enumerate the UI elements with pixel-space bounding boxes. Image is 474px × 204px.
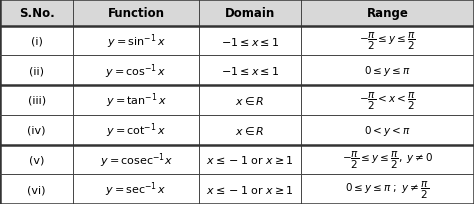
Text: (v): (v) xyxy=(29,155,45,165)
Text: (iii): (iii) xyxy=(27,95,46,105)
Text: $x \leq -1 \text{ or } x \geq 1$: $x \leq -1 \text{ or } x \geq 1$ xyxy=(206,154,294,166)
Text: $y = \mathrm{cosec}^{-1} x$: $y = \mathrm{cosec}^{-1} x$ xyxy=(100,150,173,169)
Text: $y = \sin^{-1} x$: $y = \sin^{-1} x$ xyxy=(107,32,166,51)
Text: S.No.: S.No. xyxy=(19,7,55,20)
Text: $x \in R$: $x \in R$ xyxy=(235,124,265,136)
Text: $x \leq -1 \text{ or } x \geq 1$: $x \leq -1 \text{ or } x \geq 1$ xyxy=(206,183,294,195)
Text: Function: Function xyxy=(108,7,165,20)
Text: $0 \leq y \leq \pi\ ;\ y \neq \dfrac{\pi}{2}$: $0 \leq y \leq \pi\ ;\ y \neq \dfrac{\pi… xyxy=(346,179,429,200)
Text: $-\dfrac{\pi}{2} \leq y \leq \dfrac{\pi}{2},\ y \neq 0$: $-\dfrac{\pi}{2} \leq y \leq \dfrac{\pi}… xyxy=(342,149,433,170)
Text: $-1 \leq x \leq 1$: $-1 \leq x \leq 1$ xyxy=(221,65,279,77)
Text: Domain: Domain xyxy=(225,7,275,20)
Text: $y = \sec^{-1} x$: $y = \sec^{-1} x$ xyxy=(105,180,167,198)
Text: $y = \cos^{-1} x$: $y = \cos^{-1} x$ xyxy=(106,62,167,80)
Text: $x \in R$: $x \in R$ xyxy=(235,94,265,106)
Bar xyxy=(0,0,474,27)
Text: (iv): (iv) xyxy=(27,125,46,135)
Text: $y = \cot^{-1} x$: $y = \cot^{-1} x$ xyxy=(106,121,166,139)
Text: $y = \tan^{-1} x$: $y = \tan^{-1} x$ xyxy=(106,91,167,110)
Text: $-\dfrac{\pi}{2} < x < \dfrac{\pi}{2}$: $-\dfrac{\pi}{2} < x < \dfrac{\pi}{2}$ xyxy=(359,90,416,111)
Text: (vi): (vi) xyxy=(27,184,46,194)
Text: (ii): (ii) xyxy=(29,66,44,76)
Text: $0 < y < \pi$: $0 < y < \pi$ xyxy=(364,123,411,137)
Text: $0 \leq y \leq \pi$: $0 \leq y \leq \pi$ xyxy=(364,64,411,78)
Text: $-1 \leq x \leq 1$: $-1 \leq x \leq 1$ xyxy=(221,35,279,47)
Text: $-\dfrac{\pi}{2} \leq y \leq \dfrac{\pi}{2}$: $-\dfrac{\pi}{2} \leq y \leq \dfrac{\pi}… xyxy=(359,31,416,52)
Text: (i): (i) xyxy=(31,36,43,46)
Text: Range: Range xyxy=(366,7,409,20)
